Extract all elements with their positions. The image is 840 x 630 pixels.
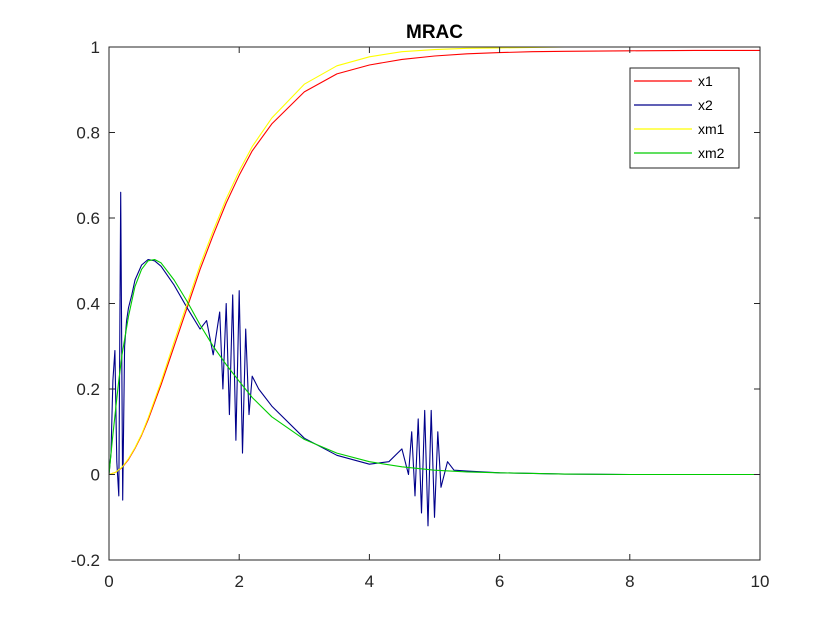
legend-item-x1[interactable]: x1 — [634, 73, 713, 89]
chart-title: MRAC — [406, 22, 463, 43]
y-tick-label: 0.2 — [76, 380, 100, 399]
y-tick-label: 0.8 — [76, 124, 100, 143]
x-tick-label: 8 — [625, 572, 634, 591]
legend-label: x1 — [698, 73, 713, 89]
legend-label: xm2 — [698, 145, 725, 161]
legend-item-xm1[interactable]: xm1 — [634, 121, 725, 137]
x-tick-label: 10 — [751, 572, 770, 591]
series-line-x2 — [108, 191, 760, 527]
y-tick-label: 0 — [91, 466, 100, 485]
legend-box — [629, 67, 740, 169]
legend[interactable]: x1 x2 xm1 xm2 — [629, 67, 740, 169]
y-tick-label: 1 — [91, 38, 100, 57]
x-tick-label: 4 — [365, 572, 374, 591]
series-layer — [108, 46, 760, 527]
legend-item-xm2[interactable]: xm2 — [634, 145, 725, 161]
legend-item-x2[interactable]: x2 — [634, 97, 713, 113]
x-tick-label: 0 — [104, 572, 113, 591]
legend-label: xm1 — [698, 121, 725, 137]
y-tick-label: 0.6 — [76, 209, 100, 228]
tick-layer: 0 2 4 6 8 10-0.200.20.40.60.81 — [71, 38, 770, 591]
legend-label: x2 — [698, 97, 713, 113]
y-tick-label: 0.4 — [76, 295, 100, 314]
series-line-xm1 — [108, 46, 760, 476]
series-line-xm2 — [108, 258, 760, 476]
x-tick-label: 6 — [495, 572, 504, 591]
y-tick-label: -0.2 — [71, 551, 100, 570]
x-tick-label: 2 — [234, 572, 243, 591]
